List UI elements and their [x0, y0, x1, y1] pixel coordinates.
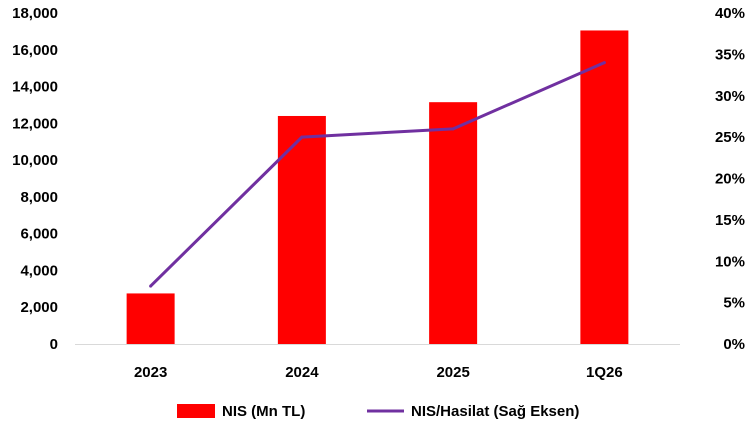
line-point — [300, 135, 304, 139]
left-tick-label: 2,000 — [20, 299, 58, 316]
left-tick-label: 12,000 — [12, 115, 58, 132]
left-tick-label: 14,000 — [12, 79, 58, 96]
left-tick-label: 10,000 — [12, 152, 58, 169]
right-tick-label: 5% — [723, 295, 745, 312]
line-point — [451, 127, 455, 131]
line-point — [602, 61, 606, 65]
legend-bar-swatch — [177, 404, 215, 418]
right-tick-label: 20% — [715, 171, 745, 188]
left-tick-label: 6,000 — [20, 226, 58, 243]
bar — [126, 293, 175, 344]
bar — [277, 115, 326, 344]
left-tick-label: 8,000 — [20, 189, 58, 206]
right-tick-label: 10% — [715, 253, 745, 270]
legend-line-label: NIS/Hasilat (Sağ Eksen) — [411, 403, 579, 420]
right-tick-label: 25% — [715, 129, 745, 146]
right-tick-label: 30% — [715, 88, 745, 105]
right-axis-ticks: 0% 5% 10% 15% 20% 25% 30% 35% 40% — [715, 5, 745, 353]
category-label: 2025 — [436, 364, 469, 381]
right-tick-label: 35% — [715, 46, 745, 63]
right-tick-label: 15% — [715, 212, 745, 229]
legend-bar-label: NIS (Mn TL) — [222, 403, 305, 420]
bar — [580, 30, 629, 344]
line-path — [149, 61, 605, 288]
right-tick-label: 40% — [715, 5, 745, 22]
left-tick-label: 18,000 — [12, 5, 58, 22]
category-labels: 2023 2024 2025 1Q26 — [134, 364, 623, 381]
category-label: 2024 — [285, 364, 319, 381]
bar — [429, 102, 478, 344]
right-tick-label: 0% — [723, 336, 745, 353]
left-tick-label: 16,000 — [12, 42, 58, 59]
left-tick-label: 4,000 — [20, 262, 58, 279]
left-axis-ticks: 0 2,000 4,000 6,000 8,000 10,000 12,000 14,000 1… — [12, 5, 58, 353]
legend: NIS (Mn TL) NIS/Hasilat (Sağ Eksen) — [177, 403, 579, 420]
category-label: 2023 — [134, 364, 167, 381]
line-point — [149, 284, 153, 288]
left-tick-label: 0 — [50, 336, 58, 353]
line-series — [149, 61, 606, 288]
category-label: 1Q26 — [586, 364, 623, 381]
bar-series — [126, 30, 629, 344]
